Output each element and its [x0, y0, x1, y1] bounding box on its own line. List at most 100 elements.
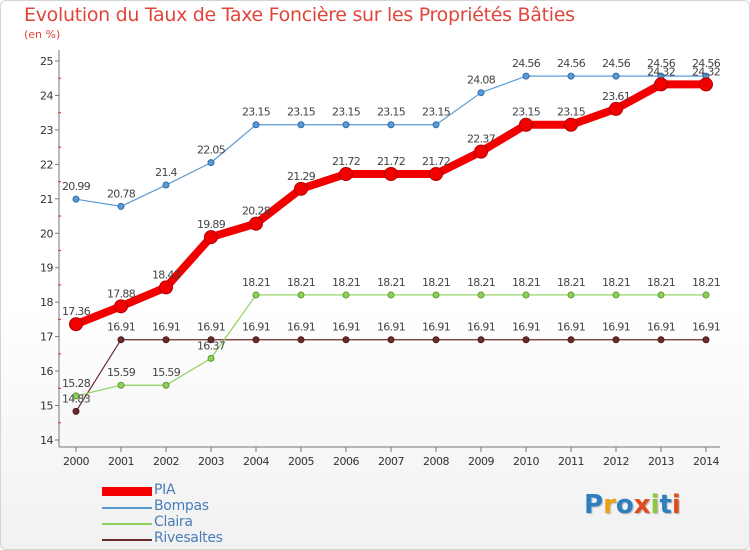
logo-letter: r [603, 490, 616, 520]
data-label-rivesaltes: 16.91 [242, 321, 270, 334]
chart-title: Evolution du Taux de Taxe Foncière sur l… [24, 4, 575, 26]
data-label-claira: 16.37 [197, 339, 226, 352]
data-label-pia: 19.89 [197, 218, 226, 231]
data-point-bompas [252, 121, 260, 129]
data-label-pia: 20.28 [242, 205, 271, 218]
data-point-pia [69, 317, 83, 332]
legend-item-bompas: Bompas [102, 498, 302, 516]
x-tick-label: 2005 [288, 455, 314, 468]
legend-item-pia: PIA [102, 482, 302, 500]
x-tick-label: 2003 [198, 455, 224, 468]
data-label-bompas: 23.15 [332, 106, 361, 119]
y-tick-label: 17 [40, 331, 53, 344]
data-point-claira [522, 291, 530, 299]
legend-swatch-rivesaltes [102, 539, 152, 541]
data-point-claira [297, 291, 305, 299]
y-tick-label: 16 [40, 365, 53, 378]
legend-item-rivesaltes: Rivesaltes [102, 530, 302, 548]
data-point-rivesaltes [702, 336, 710, 344]
data-label-claira: 18.21 [377, 276, 405, 289]
data-point-pia [474, 144, 488, 159]
data-point-bompas [522, 72, 530, 80]
data-label-bompas: 23.15 [377, 106, 406, 119]
data-label-pia: 21.29 [287, 170, 316, 183]
x-tick-label: 2001 [108, 455, 134, 468]
y-tick-label: 23 [40, 124, 53, 137]
data-point-rivesaltes [477, 336, 485, 344]
legend-label-claira: Claira [154, 514, 193, 530]
data-point-bompas [612, 72, 620, 80]
chart-subtitle: (en %) [24, 28, 61, 41]
data-point-claira [117, 381, 125, 389]
data-point-rivesaltes [657, 336, 665, 344]
data-label-pia: 22.37 [467, 133, 496, 146]
data-point-rivesaltes [432, 336, 440, 344]
data-label-pia: 23.15 [557, 106, 586, 119]
data-point-pia [249, 216, 263, 231]
data-label-claira: 18.21 [602, 276, 630, 289]
logo-letter: t [659, 490, 672, 520]
data-label-claira: 18.21 [557, 276, 585, 289]
data-point-pia [429, 167, 443, 182]
legend-swatch-bompas [102, 507, 152, 509]
data-point-pia [654, 77, 668, 92]
data-point-pia [384, 167, 398, 182]
data-point-bompas [72, 195, 80, 203]
data-label-bompas: 24.08 [467, 74, 496, 87]
data-label-rivesaltes: 16.91 [422, 321, 450, 334]
data-label-claira: 18.21 [287, 276, 315, 289]
data-point-rivesaltes [162, 336, 170, 344]
data-point-bompas [207, 159, 215, 167]
data-point-rivesaltes [72, 407, 80, 415]
logo-letter: P [584, 490, 604, 520]
data-point-pia [339, 167, 353, 182]
data-label-bompas: 21.4 [155, 166, 177, 179]
logo-letter: i [671, 490, 681, 520]
data-point-rivesaltes [567, 336, 575, 344]
proxiti-logo: Proxiti [584, 490, 681, 520]
data-point-pia [519, 117, 533, 132]
data-label-rivesaltes: 16.91 [197, 321, 225, 334]
x-tick-label: 2009 [468, 455, 494, 468]
y-tick-label: 22 [40, 158, 53, 171]
data-label-bompas: 23.15 [287, 106, 316, 119]
x-tick-label: 2004 [243, 455, 269, 468]
data-point-bompas [162, 181, 170, 189]
data-label-claira: 18.21 [512, 276, 540, 289]
series-line-claira [75, 294, 707, 397]
data-point-bompas [567, 72, 575, 80]
x-tick-label: 2014 [693, 455, 719, 468]
data-label-pia: 18.43 [152, 268, 181, 281]
y-tick-label: 18 [40, 296, 53, 309]
data-label-rivesaltes: 16.91 [377, 321, 405, 334]
legend-label-bompas: Bompas [154, 498, 209, 514]
data-label-rivesaltes: 16.91 [512, 321, 540, 334]
data-label-claira: 18.21 [242, 276, 270, 289]
x-tick-label: 2011 [558, 455, 584, 468]
data-label-bompas: 24.56 [692, 57, 721, 70]
data-point-claira [477, 291, 485, 299]
x-tick-label: 2002 [153, 455, 179, 468]
data-label-claira: 18.21 [467, 276, 495, 289]
data-point-rivesaltes [117, 336, 125, 344]
data-label-rivesaltes: 16.91 [557, 321, 585, 334]
data-label-rivesaltes: 16.91 [332, 321, 360, 334]
data-label-claira: 15.59 [152, 366, 181, 379]
legend-item-claira: Claira [102, 514, 302, 532]
data-point-claira [72, 392, 80, 400]
data-label-rivesaltes: 16.91 [647, 321, 675, 334]
data-point-claira [252, 291, 260, 299]
x-tick-label: 2007 [378, 455, 404, 468]
data-point-claira [702, 291, 710, 299]
data-label-pia: 21.72 [332, 155, 360, 168]
y-tick-label: 15 [40, 400, 53, 413]
y-tick-label: 21 [40, 193, 53, 206]
y-tick-label: 24 [40, 89, 53, 102]
data-point-rivesaltes [252, 336, 260, 344]
data-label-claira: 15.59 [107, 366, 136, 379]
legend-label-pia: PIA [154, 482, 176, 498]
data-point-claira [612, 291, 620, 299]
logo-letter: i [650, 490, 660, 520]
data-label-claira: 18.21 [692, 276, 720, 289]
data-label-claira: 15.28 [62, 377, 91, 390]
